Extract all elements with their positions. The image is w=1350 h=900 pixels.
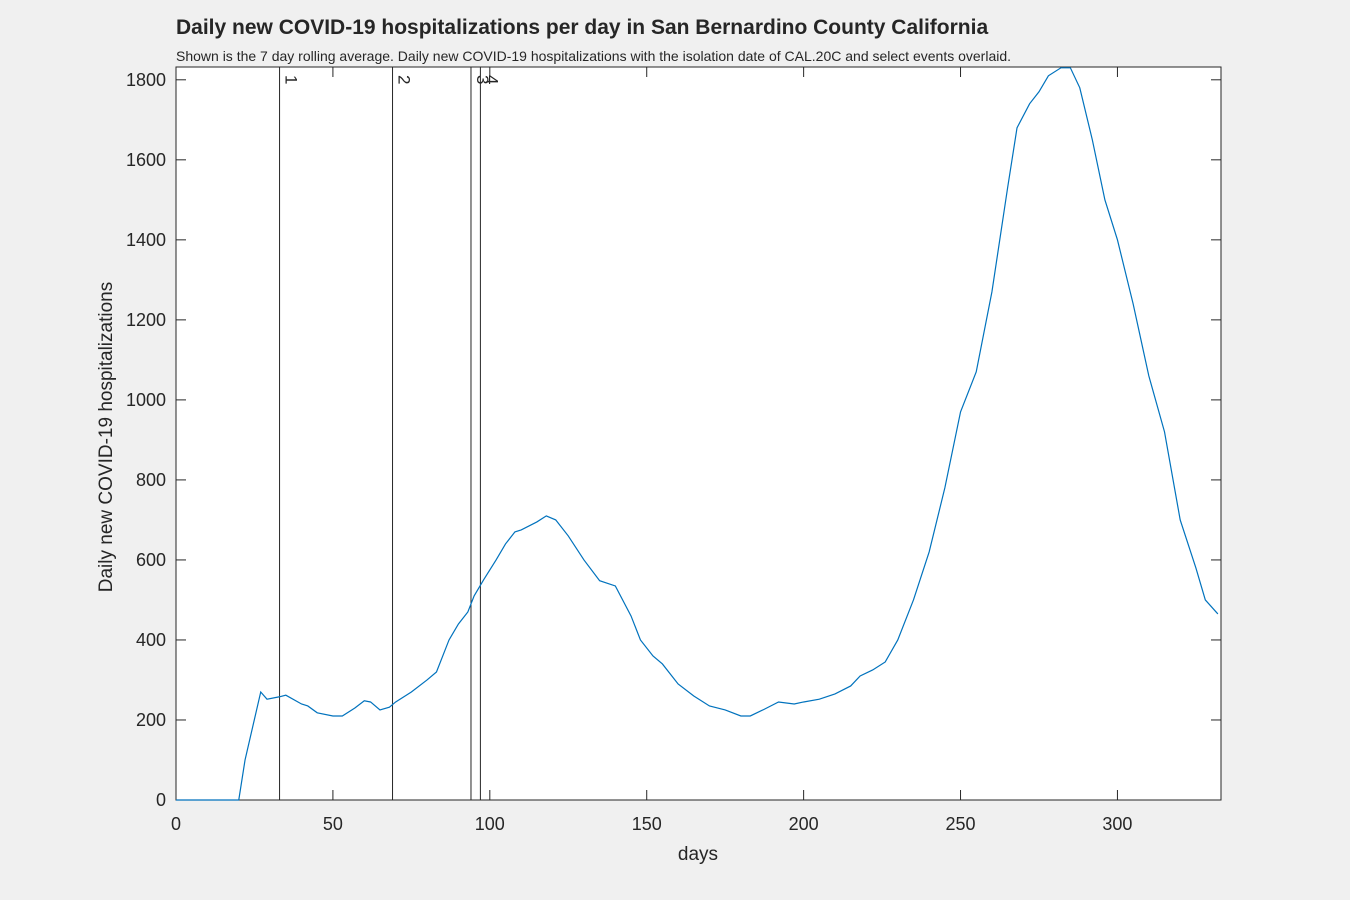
y-tick-label: 200 — [136, 710, 166, 730]
event-label: 2 — [395, 75, 414, 84]
y-tick-label: 1800 — [126, 70, 166, 90]
x-tick-label: 50 — [323, 814, 343, 834]
x-tick-label: 200 — [789, 814, 819, 834]
plot-area — [175, 66, 1222, 801]
y-tick-label: 1400 — [126, 230, 166, 250]
y-tick-label: 400 — [136, 630, 166, 650]
event-label: 1 — [282, 75, 301, 84]
y-tick-label: 1000 — [126, 390, 166, 410]
y-tick-label: 0 — [156, 790, 166, 810]
x-tick-label: 150 — [632, 814, 662, 834]
x-tick-label: 0 — [171, 814, 181, 834]
y-tick-label: 1200 — [126, 310, 166, 330]
chart-title: Daily new COVID-19 hospitalizations per … — [176, 16, 988, 39]
event-label: 3 — [473, 75, 492, 84]
x-tick-label: 100 — [475, 814, 505, 834]
x-tick-label: 250 — [946, 814, 976, 834]
x-tick-label: 300 — [1102, 814, 1132, 834]
y-tick-label: 600 — [136, 550, 166, 570]
y-tick-label: 1600 — [126, 150, 166, 170]
data-line — [176, 67, 1219, 801]
y-axis-label: Daily new COVID-19 hospitalizations — [96, 282, 117, 592]
event-label: 4 — [482, 75, 501, 84]
chart-subtitle: Shown is the 7 day rolling average. Dail… — [176, 48, 1011, 64]
x-axis-label: days — [678, 844, 718, 865]
y-tick-label: 800 — [136, 470, 166, 490]
